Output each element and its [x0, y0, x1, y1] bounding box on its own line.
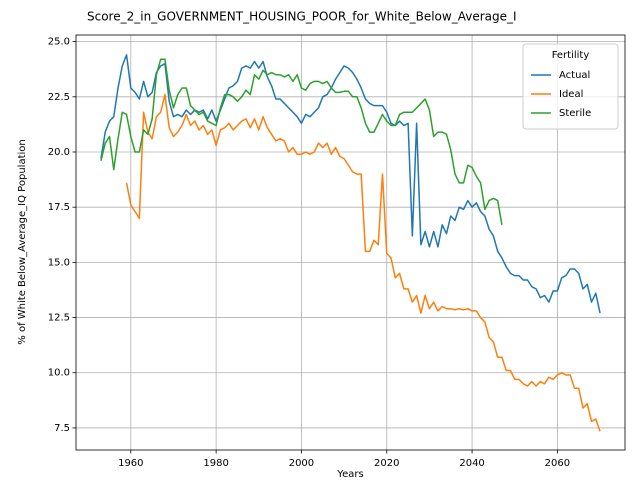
x-axis-label: Years [336, 469, 363, 480]
y-axis-label: % of White Below_Average_IQ Population [17, 139, 28, 344]
legend-title: Fertility [552, 50, 590, 61]
y-tick-label: 12.5 [48, 313, 70, 324]
legend-label: Sterile [559, 108, 591, 119]
x-tick-label: 2060 [545, 458, 570, 469]
x-tick-label: 2040 [459, 458, 484, 469]
y-tick-label: 25.0 [48, 37, 70, 48]
plot-frame [75, 34, 626, 451]
line [100, 58, 503, 225]
line [100, 54, 601, 314]
y-tick-label: 15.0 [48, 257, 70, 268]
y-tick-label: 20.0 [48, 147, 70, 158]
y-tick-label: 7.5 [54, 423, 70, 434]
x-tick-label: 1980 [203, 458, 228, 469]
legend-label: Actual [559, 70, 590, 81]
y-tick-label: 22.5 [48, 92, 70, 103]
line [125, 93, 601, 432]
legend-box [522, 43, 619, 130]
y-tick-label: 10.0 [48, 368, 70, 379]
chart-title: Score_2_in_GOVERNMENT_HOUSING_POOR_for_W… [87, 10, 517, 24]
x-tick-label: 2000 [289, 458, 314, 469]
legend-label: Ideal [559, 89, 583, 100]
y-tick-label: 17.5 [48, 202, 70, 213]
x-tick-label: 1960 [118, 458, 143, 469]
x-tick-label: 2020 [374, 458, 399, 469]
